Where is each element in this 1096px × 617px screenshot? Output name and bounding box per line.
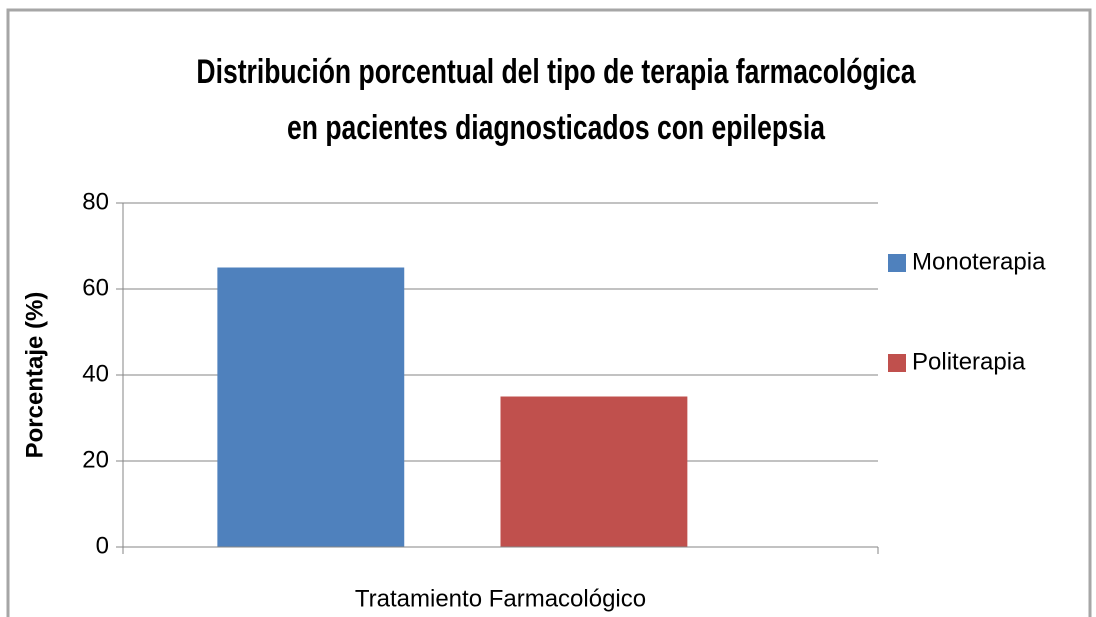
x-axis-category: Tratamiento Farmacológico [355, 585, 646, 612]
y-tick-label: 20 [82, 446, 109, 473]
legend-swatch [888, 354, 906, 372]
y-tick-label: 40 [82, 360, 109, 387]
bar [500, 396, 688, 547]
chart-frame [6, 8, 1092, 617]
y-axis-label: Porcentaje (%) [21, 292, 48, 459]
chart-title: Distribución porcentual del tipo de tera… [196, 53, 916, 147]
bar [217, 267, 405, 547]
y-tick-label: 0 [96, 532, 109, 559]
legend-label: Monoterapia [912, 248, 1046, 275]
y-tick-label: 80 [82, 188, 109, 215]
y-tick-label: 60 [82, 274, 109, 301]
legend-swatch [888, 254, 906, 272]
legend-label: Politerapia [912, 348, 1026, 375]
